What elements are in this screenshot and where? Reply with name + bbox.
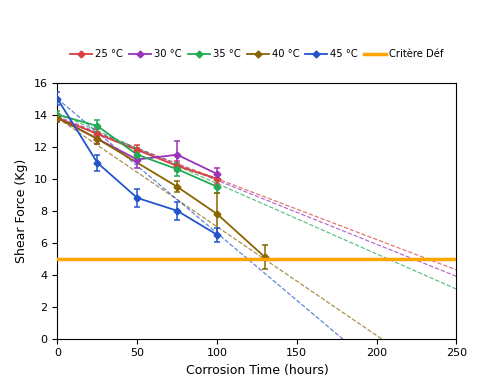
Legend: 25 °C, 30 °C, 35 °C, 40 °C, 45 °C, Critère Déf: 25 °C, 30 °C, 35 °C, 40 °C, 45 °C, Critè… [70, 49, 443, 59]
Y-axis label: Shear Force (Kg): Shear Force (Kg) [15, 159, 28, 263]
X-axis label: Corrosion Time (hours): Corrosion Time (hours) [186, 364, 328, 377]
